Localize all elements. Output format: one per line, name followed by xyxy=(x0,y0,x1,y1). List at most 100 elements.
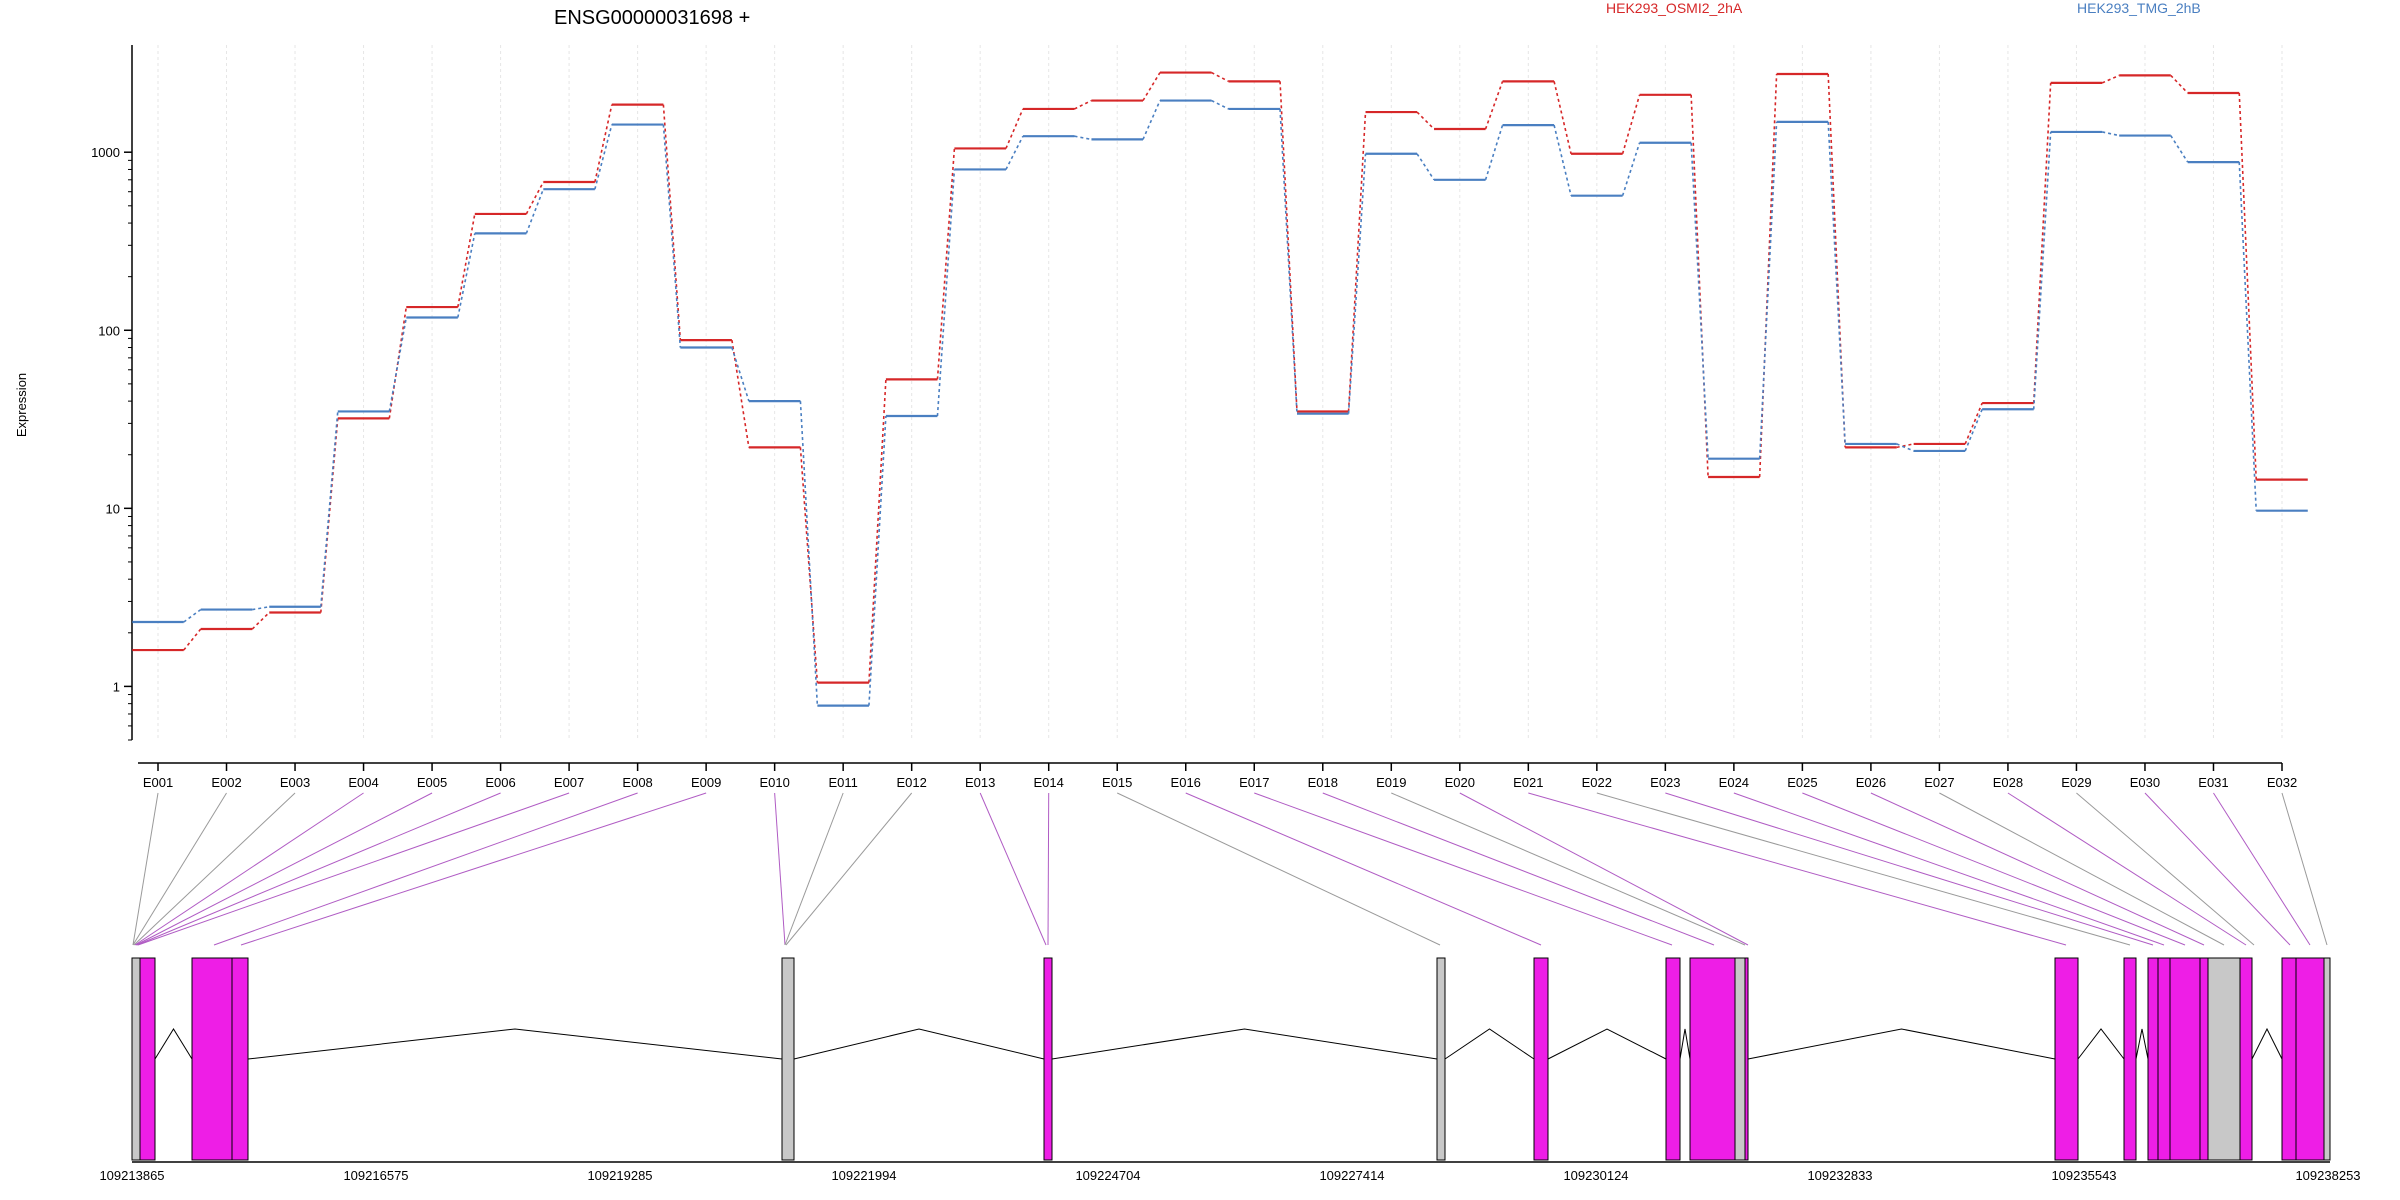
coordinate-tick-label-5: 109224704 xyxy=(1075,1168,1140,1183)
exon-box-14 xyxy=(2123,957,2137,1161)
exon-box-6 xyxy=(1043,957,1053,1161)
intron-7 xyxy=(1679,1028,1691,1060)
connector-E015 xyxy=(1117,792,1441,946)
series-1-connector-E017 xyxy=(1279,81,1298,412)
series-2-connector-E015 xyxy=(1142,100,1161,140)
coordinate-tick-label-3: 109219285 xyxy=(587,1168,652,1183)
series-1-connector-E011 xyxy=(868,379,887,683)
legend-entry-series-2: HEK293_TMG_2hB xyxy=(2077,0,2201,16)
coordinate-tick-label-2: 109216575 xyxy=(343,1168,408,1183)
series-1-connector-E019 xyxy=(1416,111,1435,130)
exon-box-16 xyxy=(2157,957,2171,1161)
exon-box-4 xyxy=(231,957,249,1161)
exon-label-E012: E012 xyxy=(896,775,926,790)
exon-label-E008: E008 xyxy=(622,775,652,790)
exon-label-E003: E003 xyxy=(280,775,310,790)
series-1-connector-E012 xyxy=(936,148,956,380)
connector-E010 xyxy=(774,792,786,946)
series-1-connector-E015 xyxy=(1142,72,1161,101)
exon-label-E022: E022 xyxy=(1582,775,1612,790)
legend-entry-series-1: HEK293_OSMI2_2hA xyxy=(1606,0,1743,16)
series-2 xyxy=(132,99,2308,707)
connector-E009 xyxy=(240,792,707,946)
series-1-connector-E025 xyxy=(1827,73,1846,448)
connector-E030 xyxy=(2144,792,2291,946)
exon-connector-lines xyxy=(132,792,2328,946)
coordinate-tick-label-1: 109213865 xyxy=(99,1168,164,1183)
intron-9 xyxy=(2077,1028,2125,1060)
series-1-connector-E018 xyxy=(1347,112,1367,412)
exon-label-E020: E020 xyxy=(1445,775,1475,790)
coordinate-tick-label-10: 109238253 xyxy=(2295,1168,2360,1183)
connector-E005 xyxy=(135,792,433,946)
connector-E027 xyxy=(1939,792,2225,946)
exon-label-E032: E032 xyxy=(2267,775,2297,790)
exon-label-E018: E018 xyxy=(1308,775,1338,790)
exon-label-E010: E010 xyxy=(759,775,789,790)
series-2-connector-E024 xyxy=(1758,121,1778,459)
connector-E008 xyxy=(213,792,638,946)
y-tick-label-1: 1 xyxy=(113,679,120,694)
exon-box-19 xyxy=(2207,957,2241,1161)
intron-2 xyxy=(247,1028,783,1060)
series-2-connector-E005 xyxy=(457,233,476,318)
coordinate-tick-label-6: 109227414 xyxy=(1319,1168,1384,1183)
exon-label-E014: E014 xyxy=(1034,775,1064,790)
intron-5 xyxy=(1444,1028,1535,1060)
exon-label-E019: E019 xyxy=(1376,775,1406,790)
exon-label-E027: E027 xyxy=(1924,775,1954,790)
exon-label-E029: E029 xyxy=(2061,775,2091,790)
series-2-connector-E016 xyxy=(1211,99,1229,110)
intron-6 xyxy=(1547,1028,1667,1060)
series-2-connector-E008 xyxy=(662,124,682,348)
connector-E002 xyxy=(132,792,227,946)
series-2-connector-E009 xyxy=(731,347,750,402)
connector-E003 xyxy=(133,792,296,946)
axes: 1 10 100 1000 E001 E002 E003 E004 E005 E006 E007 E0… xyxy=(91,45,2297,790)
series-2-connector-E013 xyxy=(1005,135,1024,170)
y-tick-label-100: 100 xyxy=(98,323,120,338)
intron-11 xyxy=(2251,1027,2283,1060)
y-tick-label-1000: 1000 xyxy=(91,145,120,160)
exon-label-E006: E006 xyxy=(485,775,515,790)
grid-lines xyxy=(157,45,2283,740)
exon-label-E016: E016 xyxy=(1171,775,1201,790)
exon-label-E011: E011 xyxy=(828,775,857,790)
series-2-connector-E012 xyxy=(936,169,956,417)
exon-label-E002: E002 xyxy=(211,775,241,790)
series-2-connector-E001 xyxy=(183,608,202,623)
connector-E022 xyxy=(1596,792,2131,946)
series-lines xyxy=(132,71,2308,707)
exon-label-E026: E026 xyxy=(1856,775,1886,790)
series-2-connector-E029 xyxy=(2102,131,2120,137)
exon-box-13 xyxy=(2054,957,2079,1161)
series-1-connector-E013 xyxy=(1005,108,1024,149)
exon-label-E025: E025 xyxy=(1787,775,1817,790)
series-1-connector-E022 xyxy=(1621,94,1641,154)
series-2-connector-E027 xyxy=(1964,408,1983,452)
connector-E018 xyxy=(1322,792,1715,946)
exon-box-20 xyxy=(2239,957,2253,1161)
series-2-connector-E030 xyxy=(2170,135,2189,163)
connector-E024 xyxy=(1733,792,2165,946)
connector-E013 xyxy=(979,792,1047,946)
series-1-connector-E007 xyxy=(594,104,613,183)
exon-box-17 xyxy=(2169,957,2201,1161)
intron-1 xyxy=(154,1028,193,1060)
connector-E025 xyxy=(1802,792,2186,946)
exon-box-23 xyxy=(2323,957,2331,1161)
chart-title: ENSG00000031698 + xyxy=(554,7,750,29)
series-2-connector-E019 xyxy=(1416,153,1435,181)
exon-box-21 xyxy=(2281,957,2297,1161)
exon-label-E021: E021 xyxy=(1513,775,1543,790)
exon-box-7 xyxy=(1436,957,1446,1161)
connector-E006 xyxy=(136,792,501,946)
exon-box-15 xyxy=(2147,957,2159,1161)
exon-label-E017: E017 xyxy=(1239,775,1269,790)
exon-label-E001: E001 xyxy=(143,775,173,790)
series-2-connector-E031 xyxy=(2238,162,2258,511)
series-1 xyxy=(132,71,2308,684)
exon-label-E009: E009 xyxy=(691,775,721,790)
coordinate-tick-label-9: 109235543 xyxy=(2051,1168,2116,1183)
